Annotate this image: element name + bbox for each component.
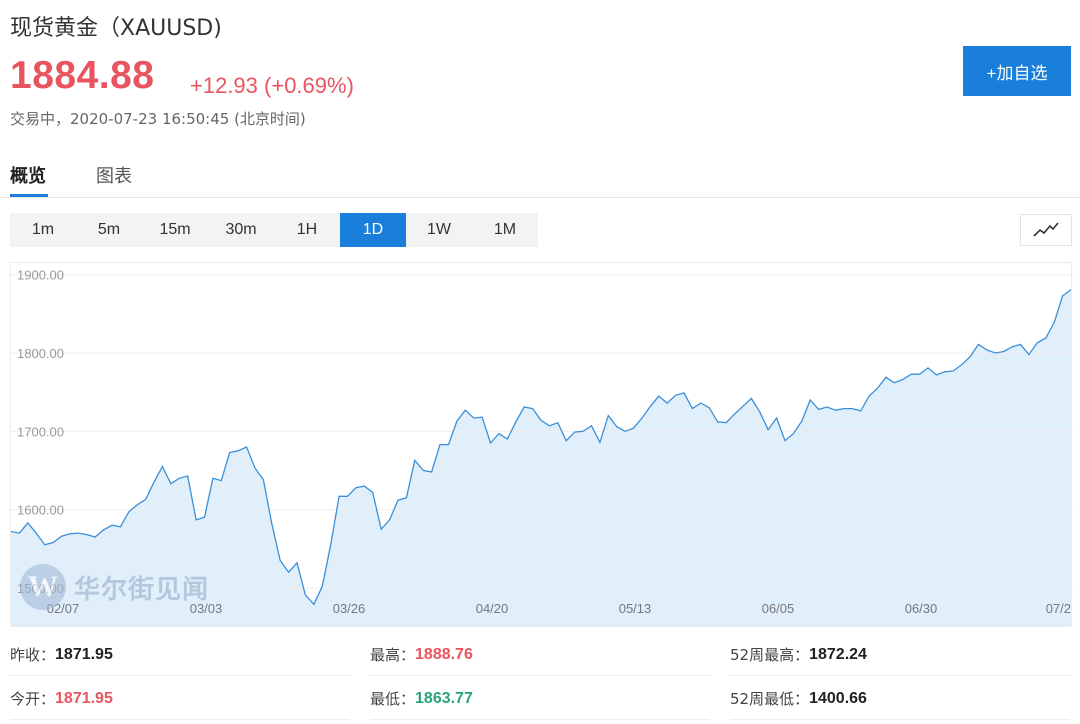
period-1h-button[interactable]: 1H [296,221,318,238]
watermark-logo: W [20,564,66,610]
watermark: W 华尔街见闻 [20,564,209,610]
trading-status: 交易中，2020-07-23 16:50:45 (北京时间) [10,110,306,128]
price-change: +12.93 (+0.69%) [190,73,354,98]
price-line [11,289,1072,606]
stat-open: 今开： 1871.95 [10,678,350,720]
y-tick-label: 1600.00 [17,503,64,518]
y-tick-label: 1800.00 [17,346,64,361]
period-1w-button[interactable]: 1W [427,221,451,238]
watermark-text: 华尔街见闻 [74,574,210,605]
active-tab-indicator [10,194,48,197]
stat-value: 1863.77 [415,689,473,707]
stat-low: 最低： 1863.77 [370,678,710,720]
stat-52w-low: 52周最低： 1400.66 [730,678,1070,720]
stat-value: 1888.76 [415,645,473,663]
tab-chart[interactable]: 图表 [96,166,132,187]
price-chart-area[interactable]: 1900.001800.001700.001600.001500.0002/07… [10,262,1073,627]
period-selector: 1m 5m 15m 30m 1H 1D 1W 1M [10,213,538,247]
x-tick-label: 06/30 [905,601,938,616]
x-tick-label: 04/20 [476,601,509,616]
x-tick-label: 05/13 [619,601,652,616]
y-tick-label: 1900.00 [17,268,64,283]
stat-value: 1871.95 [55,689,113,707]
y-tick-label: 1700.00 [17,424,64,439]
stat-high: 最高： 1888.76 [370,634,710,676]
period-1mo-button[interactable]: 1M [493,221,517,238]
line-chart-icon [1033,222,1059,237]
stat-prev-close: 昨收： 1871.95 [10,634,350,676]
tab-overview[interactable]: 概览 [10,166,46,187]
add-to-watchlist-button[interactable]: +加自选 [963,46,1071,96]
period-1d-button[interactable]: 1D [340,213,406,247]
stat-value: 1400.66 [809,689,867,707]
current-price: 1884.88 [10,54,155,97]
x-tick-label: 07/2 [1046,601,1071,616]
instrument-title: 现货黄金（XAUUSD) [10,16,222,41]
period-1m-button[interactable]: 1m [31,221,55,238]
x-tick-label: 03/26 [333,601,366,616]
stat-value: 1871.95 [55,645,113,663]
stat-label: 52周最低： [730,690,810,708]
stat-label: 昨收： [10,646,56,664]
stat-52w-high: 52周最高： 1872.24 [730,634,1070,676]
stat-value: 1872.24 [809,645,867,663]
period-5m-button[interactable]: 5m [97,221,121,238]
tab-bar: 概览 图表 [0,150,1080,198]
stat-label: 最低： [370,690,416,708]
chart-type-button[interactable] [1020,214,1072,246]
price-chart: 1900.001800.001700.001600.001500.0002/07… [11,268,1073,627]
x-tick-label: 06/05 [762,601,795,616]
stat-label: 今开： [10,690,56,708]
x-tick-label: 03/03 [190,601,223,616]
stat-label: 52周最高： [730,646,810,664]
period-30m-button[interactable]: 30m [225,221,257,238]
stat-label: 最高： [370,646,416,664]
period-15m-button[interactable]: 15m [159,221,191,238]
